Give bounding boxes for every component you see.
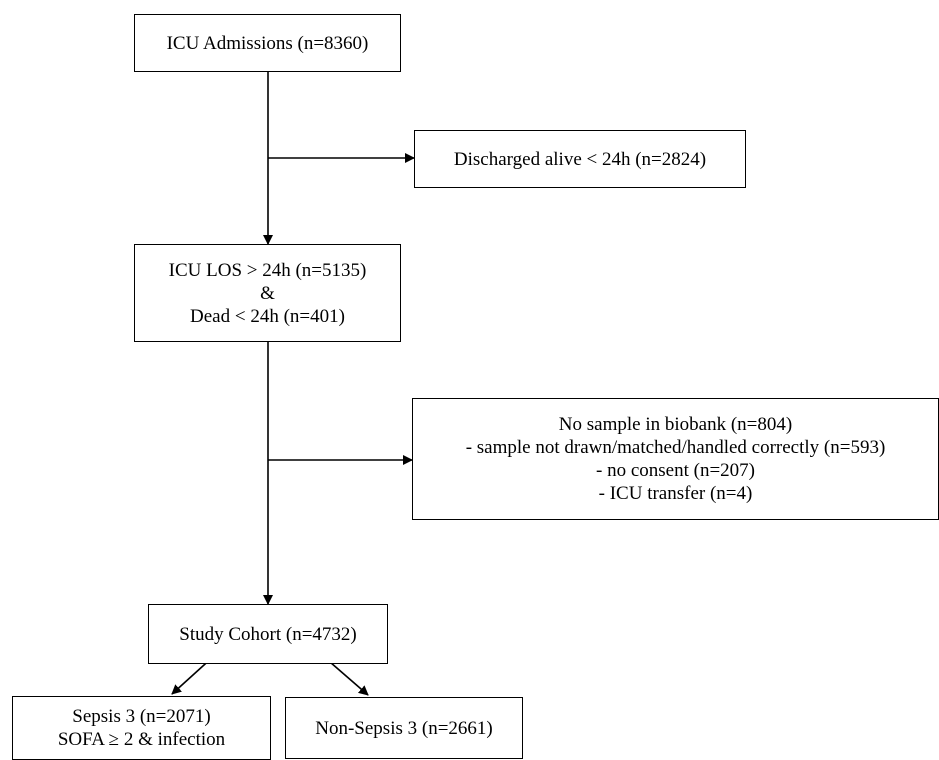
los-box: ICU LOS > 24h (n=5135) & Dead < 24h (n=4… xyxy=(134,244,401,342)
excluded-label-line-3: - no consent (n=207) xyxy=(596,460,755,481)
sepsis-label-line-2: SOFA ≥ 2 & infection xyxy=(57,729,226,750)
los-label-line-2: & xyxy=(260,282,275,304)
cohort-box: Study Cohort (n=4732) xyxy=(148,604,388,664)
cohort-label: Study Cohort (n=4732) xyxy=(179,623,357,645)
sepsis-label-line-1: Sepsis 3 (n=2071) xyxy=(72,706,211,727)
excluded-label-line-4: - ICU transfer (n=4) xyxy=(598,483,753,504)
sepsis-box: Sepsis 3 (n=2071) SOFA ≥ 2 & infection xyxy=(12,696,271,760)
excluded-box: No sample in biobank (n=804) - sample no… xyxy=(412,398,939,520)
excluded-label-line-2: - sample not drawn/matched/handled corre… xyxy=(465,437,886,458)
non-sepsis-box: Non-Sepsis 3 (n=2661) xyxy=(285,697,523,759)
admissions-label: ICU Admissions (n=8360) xyxy=(166,32,369,54)
non-sepsis-label: Non-Sepsis 3 (n=2661) xyxy=(315,717,493,739)
admissions-box: ICU Admissions (n=8360) xyxy=(134,14,401,72)
los-label-line-1: ICU LOS > 24h (n=5135) xyxy=(168,259,367,281)
discharged-label: Discharged alive < 24h (n=2824) xyxy=(453,148,707,170)
los-label-line-3: Dead < 24h (n=401) xyxy=(190,305,345,327)
excluded-label-line-1: No sample in biobank (n=804) xyxy=(558,414,793,435)
discharged-box: Discharged alive < 24h (n=2824) xyxy=(414,130,746,188)
